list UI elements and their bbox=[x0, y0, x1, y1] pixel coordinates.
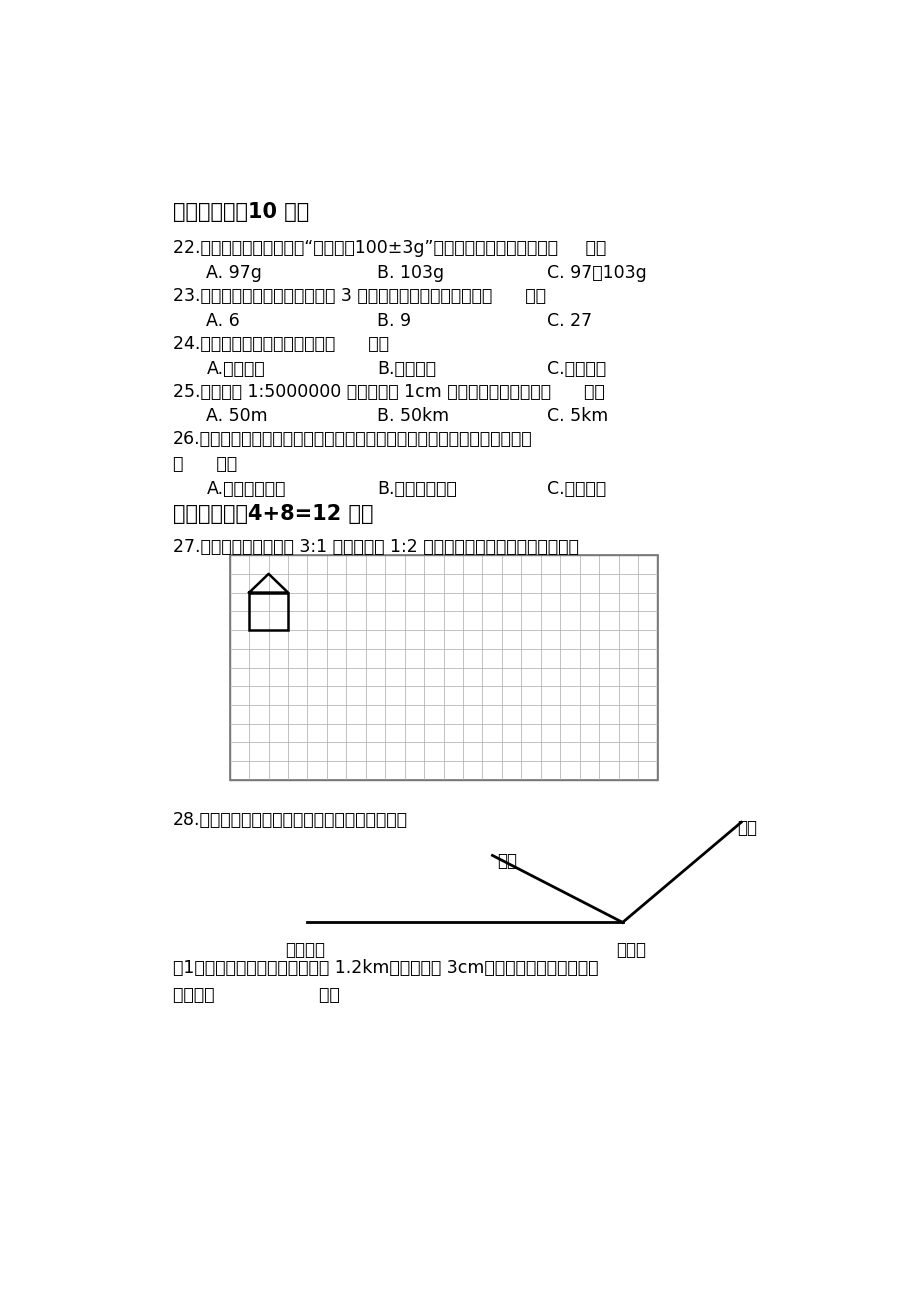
Text: （      ）。: （ ）。 bbox=[173, 454, 237, 473]
Text: 27.把将方格中的图形按 3:1 放大，再按 1:2 缩小后的图形是怎样的？画一画。: 27.把将方格中的图形按 3:1 放大，再按 1:2 缩小后的图形是怎样的？画一… bbox=[173, 538, 578, 556]
Text: 学校: 学校 bbox=[736, 819, 756, 837]
Text: A.成正比例: A.成正比例 bbox=[206, 359, 265, 378]
Text: B. 103g: B. 103g bbox=[377, 264, 444, 283]
Text: 超市: 超市 bbox=[496, 853, 516, 870]
Text: 26.把一根正方体木料削成一个最大的圆柱，这个正方体的棱长相当于圆柱的: 26.把一根正方体木料削成一个最大的圆柱，这个正方体的棱长相当于圆柱的 bbox=[173, 431, 532, 448]
Text: 28.下面是孔明同学画的他家小区的简单示意图：: 28.下面是孔明同学画的他家小区的简单示意图： bbox=[173, 811, 408, 829]
Text: C. 97～103g: C. 97～103g bbox=[547, 264, 646, 283]
Text: 25.比例尺是 1:5000000 表示地图上 1cm 距离相当于实际距离（      ）。: 25.比例尺是 1:5000000 表示地图上 1cm 距离相当于实际距离（ ）… bbox=[173, 383, 604, 401]
Text: 例尺是（                   ）。: 例尺是（ ）。 bbox=[173, 986, 339, 1004]
Text: 24.和一定，加数与另一个加数（      ）。: 24.和一定，加数与另一个加数（ ）。 bbox=[173, 335, 389, 353]
Text: C. 5km: C. 5km bbox=[547, 408, 608, 426]
Text: 23.圆柱体的底面半径和高都扩大 3 倍，它的体积扩大的倍数是（      ）。: 23.圆柱体的底面半径和高都扩大 3 倍，它的体积扩大的倍数是（ ）。 bbox=[173, 288, 546, 305]
Text: 22.某种饼干包装袋上显示“净含量：100±3g”，说明这袋饼干的质量是（     ）。: 22.某种饼干包装袋上显示“净含量：100±3g”，说明这袋饼干的质量是（ ）。 bbox=[173, 240, 606, 258]
Text: A. 6: A. 6 bbox=[206, 311, 240, 329]
Text: C. 27: C. 27 bbox=[547, 311, 592, 329]
Text: 五、操作。（4+8=12 分）: 五、操作。（4+8=12 分） bbox=[173, 504, 373, 525]
Text: 孔明家: 孔明家 bbox=[616, 941, 646, 958]
Text: B.高或底面直径: B.高或底面直径 bbox=[377, 479, 456, 497]
Text: 健身中心: 健身中心 bbox=[285, 941, 325, 958]
Text: B.成反比例: B.成反比例 bbox=[377, 359, 436, 378]
Text: 四、选择。（10 分）: 四、选择。（10 分） bbox=[173, 202, 309, 223]
Text: A. 97g: A. 97g bbox=[206, 264, 262, 283]
Bar bbox=[249, 592, 288, 630]
Text: C.底面周长: C.底面周长 bbox=[547, 479, 606, 497]
Text: B. 9: B. 9 bbox=[377, 311, 411, 329]
Bar bbox=[230, 555, 657, 780]
Text: A.底面半径或高: A.底面半径或高 bbox=[206, 479, 286, 497]
Text: A. 50m: A. 50m bbox=[206, 408, 267, 426]
Text: C.不成比例: C.不成比例 bbox=[547, 359, 606, 378]
Text: （1）孔明家到学校的实际距离是 1.2km，在图上是 3cm，那么这幅示意图画的比: （1）孔明家到学校的实际距离是 1.2km，在图上是 3cm，那么这幅示意图画的… bbox=[173, 958, 598, 976]
Text: B. 50km: B. 50km bbox=[377, 408, 448, 426]
